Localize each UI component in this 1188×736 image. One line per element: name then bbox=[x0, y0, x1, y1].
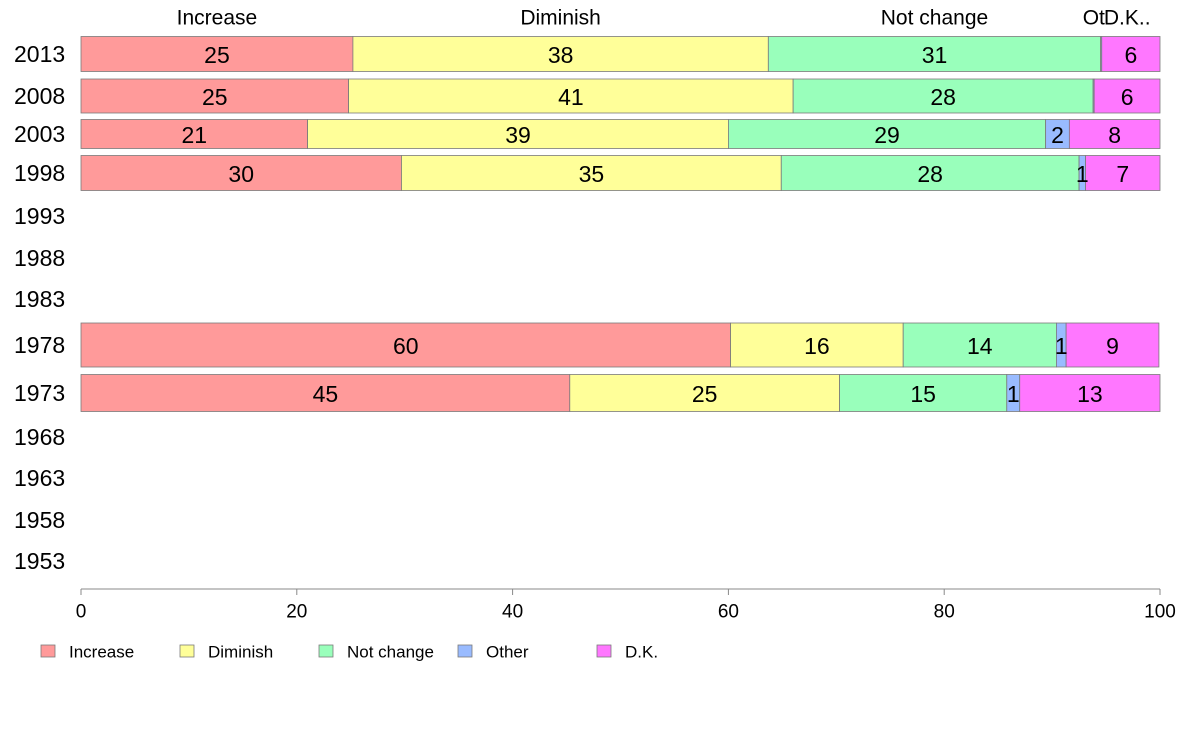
x-tick-label: 100 bbox=[1144, 602, 1176, 623]
data-label: 9 bbox=[1106, 333, 1119, 359]
data-label: 45 bbox=[313, 381, 339, 407]
bar-segment bbox=[80, 322, 731, 368]
data-label: 38 bbox=[548, 42, 574, 68]
legend-swatch bbox=[40, 644, 56, 658]
bar-segment bbox=[80, 78, 349, 114]
data-label: 25 bbox=[202, 84, 228, 110]
data-label: 30 bbox=[228, 161, 254, 187]
x-tick-label: 60 bbox=[718, 602, 739, 623]
bar-segment bbox=[767, 36, 1102, 72]
top-label: Ot bbox=[1083, 7, 1105, 30]
legend-swatch bbox=[318, 644, 334, 658]
top-label: Increase bbox=[177, 7, 258, 30]
bar-segment bbox=[352, 36, 769, 72]
legend-label: Other bbox=[486, 643, 529, 662]
data-label: 41 bbox=[558, 84, 584, 110]
data-label: 60 bbox=[393, 333, 419, 359]
data-label: 2 bbox=[1051, 122, 1064, 148]
bars: 25 38 31 625 41 28 621 39 29 2 830 35 28 1 760 16 14 1 945… bbox=[80, 36, 1161, 412]
y-tick-label: 1953 bbox=[14, 548, 65, 574]
bar-segment bbox=[401, 155, 782, 191]
legend-item: Not change bbox=[318, 643, 434, 662]
data-label: 1 bbox=[1055, 333, 1068, 359]
y-tick-label: 1983 bbox=[14, 286, 65, 312]
data-label: 16 bbox=[804, 333, 830, 359]
legend-swatch bbox=[179, 644, 195, 658]
x-tick-label: 0 bbox=[76, 602, 87, 623]
y-tick-label: 1958 bbox=[14, 507, 65, 533]
data-label: 28 bbox=[930, 84, 956, 110]
legend-label: Diminish bbox=[208, 643, 273, 662]
data-label: 28 bbox=[917, 161, 943, 187]
x-tick-label: 20 bbox=[286, 602, 307, 623]
y-tick-label: 1973 bbox=[14, 380, 65, 406]
data-label: 39 bbox=[505, 122, 531, 148]
legend-label: Increase bbox=[69, 643, 134, 662]
y-tick-label: 1988 bbox=[14, 245, 65, 271]
bar-segment bbox=[80, 119, 308, 149]
bar-segment bbox=[1085, 155, 1161, 191]
bar-segment bbox=[1019, 374, 1161, 412]
y-axis-labels: 2013 2008 2003 1998 1993 1988 1983 1978 1973 1968… bbox=[14, 41, 65, 574]
data-label: 6 bbox=[1121, 84, 1134, 110]
legend-label: Not change bbox=[347, 643, 434, 662]
data-label: 31 bbox=[922, 42, 948, 68]
x-tick-label: 80 bbox=[934, 602, 955, 623]
data-label: 21 bbox=[181, 122, 207, 148]
data-label: 29 bbox=[874, 122, 900, 148]
data-label: 14 bbox=[967, 333, 993, 359]
y-tick-label: 2008 bbox=[14, 83, 65, 109]
bar-segment bbox=[728, 119, 1047, 149]
data-label: 1 bbox=[1076, 161, 1089, 187]
legend-item: Increase bbox=[40, 643, 134, 662]
x-axis: 0 20 40 60 80 100 bbox=[76, 588, 1176, 623]
data-label: 6 bbox=[1124, 42, 1137, 68]
bar-segment bbox=[792, 78, 1094, 114]
bar-segment bbox=[1101, 36, 1161, 72]
y-tick-label: 1998 bbox=[14, 160, 65, 186]
data-label: 15 bbox=[910, 381, 936, 407]
bar-segment bbox=[348, 78, 794, 114]
top-label: Not change bbox=[881, 7, 988, 30]
y-tick-label: 2003 bbox=[14, 121, 65, 147]
legend-item: D.K. bbox=[596, 643, 658, 662]
legend-swatch bbox=[596, 644, 612, 658]
y-tick-label: 1968 bbox=[14, 424, 65, 450]
data-label: 7 bbox=[1116, 161, 1129, 187]
data-label: 13 bbox=[1077, 381, 1103, 407]
bar-segment bbox=[80, 36, 354, 72]
legend-swatch bbox=[457, 644, 473, 658]
legend-label: D.K. bbox=[625, 643, 658, 662]
x-tick-label: 40 bbox=[502, 602, 523, 623]
data-label: 35 bbox=[579, 161, 605, 187]
bar-segment bbox=[902, 322, 1057, 368]
data-label: 25 bbox=[692, 381, 718, 407]
bar-segment bbox=[1065, 322, 1160, 368]
bar-segment bbox=[730, 322, 904, 368]
bar-segment bbox=[80, 155, 402, 191]
data-label: 25 bbox=[204, 42, 230, 68]
top-label: Diminish bbox=[520, 7, 601, 30]
y-tick-label: 1978 bbox=[14, 332, 65, 358]
y-tick-label: 1963 bbox=[14, 465, 65, 491]
bar-segment bbox=[80, 374, 571, 412]
legend: Increase Diminish Not change Other D.K. bbox=[40, 643, 658, 662]
y-tick-label: 1993 bbox=[14, 203, 65, 229]
data-label: 1 bbox=[1007, 381, 1020, 407]
y-tick-label: 2013 bbox=[14, 41, 65, 67]
legend-item: Diminish bbox=[179, 643, 273, 662]
bar-segment bbox=[1068, 119, 1161, 149]
bar-segment bbox=[839, 374, 1008, 412]
bar-segment bbox=[569, 374, 840, 412]
top-label: D.K.. bbox=[1104, 7, 1151, 30]
top-category-labels: Increase Diminish Not change OtD.K.. bbox=[177, 7, 1151, 30]
data-label: 8 bbox=[1108, 122, 1121, 148]
bar-segment bbox=[1093, 78, 1161, 114]
legend-item: Other bbox=[457, 643, 529, 662]
bar-segment bbox=[780, 155, 1080, 191]
